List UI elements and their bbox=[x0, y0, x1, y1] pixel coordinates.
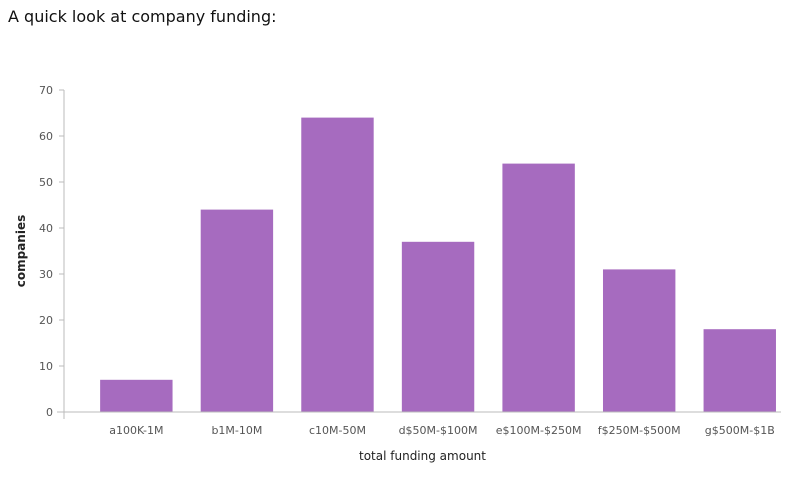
bar-5 bbox=[602, 269, 676, 412]
x-axis-tick-labels: a100K-1M b1M-10M c10M-50M d$50M-$100M e$100M… bbox=[109, 424, 775, 437]
bar-2 bbox=[301, 117, 374, 412]
bar-3 bbox=[401, 241, 475, 412]
bar-1 bbox=[200, 209, 274, 412]
page-title: A quick look at company funding: bbox=[8, 7, 277, 26]
bar-0 bbox=[100, 379, 173, 412]
x-tick-label: c10M-50M bbox=[309, 424, 366, 437]
x-tick-label: a100K-1M bbox=[109, 424, 163, 437]
x-tick-label: b1M-10M bbox=[211, 424, 262, 437]
y-tick-label: 30 bbox=[39, 268, 53, 281]
y-axis-ticks: 0 10 20 30 40 50 60 70 bbox=[39, 84, 64, 419]
y-tick-label: 40 bbox=[39, 222, 53, 235]
bar-4 bbox=[502, 163, 575, 412]
x-tick-label: f$250M-$500M bbox=[598, 424, 681, 437]
y-tick-label: 10 bbox=[39, 360, 53, 373]
y-tick-label: 70 bbox=[39, 84, 53, 97]
y-tick-label: 0 bbox=[46, 406, 53, 419]
bar-6 bbox=[703, 329, 776, 412]
x-tick-label: g$500M-$1B bbox=[705, 424, 775, 437]
y-tick-label: 50 bbox=[39, 176, 53, 189]
y-tick-label: 20 bbox=[39, 314, 53, 327]
y-tick-label: 60 bbox=[39, 130, 53, 143]
bars bbox=[100, 117, 776, 412]
x-tick-label: d$50M-$100M bbox=[399, 424, 478, 437]
x-axis-title: total funding amount bbox=[359, 449, 486, 463]
y-axis-title: companies bbox=[14, 215, 28, 288]
x-tick-label: e$100M-$250M bbox=[496, 424, 582, 437]
